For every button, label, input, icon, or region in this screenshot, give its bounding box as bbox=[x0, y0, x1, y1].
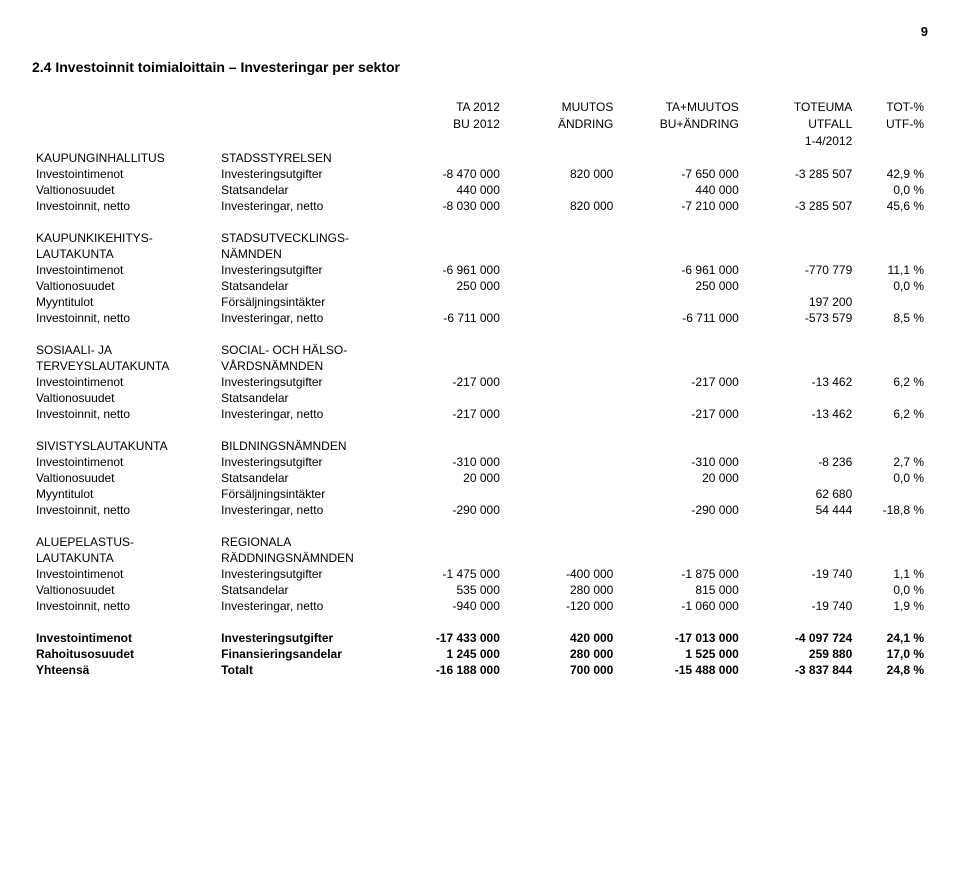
table-row: InvestointimenotInvesteringsutgifter-1 4… bbox=[32, 566, 928, 582]
group-heading: KAUPUNGINHALLITUSSTADSSTYRELSEN bbox=[32, 150, 928, 166]
table-row: InvestointimenotInvesteringsutgifter-8 4… bbox=[32, 166, 928, 182]
group-heading: ALUEPELASTUS-REGIONALA bbox=[32, 534, 928, 550]
group-heading: TERVEYSLAUTAKUNTAVÅRDSNÄMNDEN bbox=[32, 358, 928, 374]
section-title: 2.4 Investoinnit toimialoittain – Invest… bbox=[32, 59, 928, 75]
group-heading: SIVISTYSLAUTAKUNTABILDNINGSNÄMNDEN bbox=[32, 438, 928, 454]
table-row: MyyntitulotFörsäljningsintäkter197 200 bbox=[32, 294, 928, 310]
totals-row: YhteensäTotalt-16 188 000700 000-15 488 … bbox=[32, 662, 928, 678]
table-row: ValtionosuudetStatsandelar bbox=[32, 390, 928, 406]
group-heading: LAUTAKUNTANÄMNDEN bbox=[32, 246, 928, 262]
group-heading: KAUPUNKIKEHITYS-STADSUTVECKLINGS- bbox=[32, 230, 928, 246]
group-heading: LAUTAKUNTARÄDDNINGSNÄMNDEN bbox=[32, 550, 928, 566]
table-row: Investoinnit, nettoInvesteringar, netto-… bbox=[32, 502, 928, 518]
table-row: ValtionosuudetStatsandelar440 000440 000… bbox=[32, 182, 928, 198]
table-row: Investoinnit, nettoInvesteringar, netto-… bbox=[32, 198, 928, 214]
table-row: ValtionosuudetStatsandelar535 000280 000… bbox=[32, 582, 928, 598]
page-number: 9 bbox=[32, 24, 928, 39]
totals-row: RahoitusosuudetFinansieringsandelar1 245… bbox=[32, 646, 928, 662]
table-row: ValtionosuudetStatsandelar20 00020 0000,… bbox=[32, 470, 928, 486]
table-row: InvestointimenotInvesteringsutgifter-217… bbox=[32, 374, 928, 390]
table-row: Investoinnit, nettoInvesteringar, netto-… bbox=[32, 310, 928, 326]
totals-row: InvestointimenotInvesteringsutgifter-17 … bbox=[32, 630, 928, 646]
table-row: Investoinnit, nettoInvesteringar, netto-… bbox=[32, 406, 928, 422]
table-row: Investoinnit, nettoInvesteringar, netto-… bbox=[32, 598, 928, 614]
investment-table: TA 2012MUUTOSTA+MUUTOSTOTEUMATOT-%BU 201… bbox=[32, 99, 928, 678]
table-row: InvestointimenotInvesteringsutgifter-6 9… bbox=[32, 262, 928, 278]
table-row: MyyntitulotFörsäljningsintäkter62 680 bbox=[32, 486, 928, 502]
table-row: InvestointimenotInvesteringsutgifter-310… bbox=[32, 454, 928, 470]
group-heading: SOSIAALI- JASOCIAL- OCH HÄLSO- bbox=[32, 342, 928, 358]
table-row: ValtionosuudetStatsandelar250 000250 000… bbox=[32, 278, 928, 294]
